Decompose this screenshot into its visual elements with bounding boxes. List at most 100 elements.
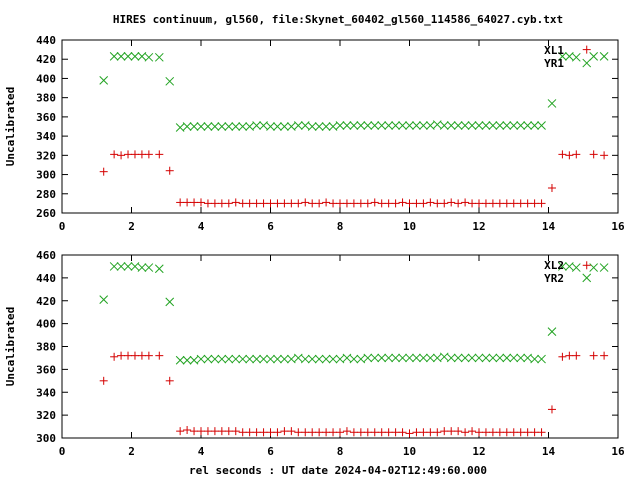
data-point bbox=[293, 121, 303, 130]
data-point bbox=[307, 354, 317, 364]
legend-entry-YR1: YR1 bbox=[544, 57, 564, 70]
legend-label: YR1 bbox=[544, 57, 564, 70]
data-point bbox=[165, 376, 174, 385]
data-point bbox=[530, 121, 539, 130]
y-tick-label: 340 bbox=[36, 130, 56, 143]
legend-entry-YR2: YR2 bbox=[544, 272, 564, 285]
y-tick-label: 440 bbox=[36, 272, 56, 285]
data-point bbox=[356, 121, 366, 130]
data-point bbox=[301, 428, 310, 437]
y-tick-label: 300 bbox=[36, 432, 56, 445]
data-point bbox=[475, 428, 483, 437]
data-point bbox=[287, 199, 296, 208]
data-point bbox=[537, 428, 546, 437]
data-point bbox=[322, 428, 331, 437]
chart-panel-1: Uncalibrated2602803003203403603804004204… bbox=[4, 34, 625, 233]
data-point bbox=[488, 353, 498, 363]
data-point bbox=[495, 428, 504, 437]
data-point bbox=[523, 121, 533, 130]
data-point bbox=[582, 58, 592, 68]
data-point bbox=[335, 354, 345, 364]
data-point bbox=[203, 122, 213, 131]
data-point bbox=[155, 150, 164, 159]
data-point bbox=[419, 428, 428, 437]
data-point bbox=[294, 428, 303, 437]
data-point bbox=[144, 52, 154, 62]
data-point bbox=[217, 354, 227, 364]
data-point bbox=[454, 199, 463, 208]
data-point bbox=[189, 355, 199, 365]
data-point bbox=[231, 198, 240, 207]
data-point bbox=[412, 199, 421, 208]
data-point bbox=[259, 354, 268, 364]
data-point bbox=[210, 122, 220, 131]
data-point bbox=[273, 122, 282, 131]
data-point bbox=[516, 199, 525, 208]
legend-label: YR2 bbox=[544, 272, 564, 285]
data-point bbox=[572, 150, 581, 159]
data-point bbox=[238, 354, 248, 364]
data-point bbox=[266, 428, 275, 437]
data-point bbox=[446, 121, 456, 130]
data-point bbox=[377, 121, 387, 130]
data-point bbox=[530, 428, 539, 437]
data-point bbox=[405, 429, 414, 438]
data-point bbox=[203, 199, 212, 208]
data-point bbox=[165, 76, 175, 86]
data-point bbox=[589, 263, 599, 272]
data-point bbox=[502, 199, 511, 208]
data-point bbox=[432, 353, 442, 363]
data-point bbox=[124, 150, 133, 159]
data-point bbox=[384, 428, 393, 437]
data-point bbox=[363, 121, 373, 130]
data-point bbox=[530, 199, 539, 208]
chart-panels: Uncalibrated2602803003203403603804004204… bbox=[4, 34, 625, 458]
data-point bbox=[565, 151, 574, 160]
data-point bbox=[481, 353, 491, 363]
x-tick-label: 6 bbox=[267, 445, 274, 458]
data-point bbox=[176, 427, 185, 436]
data-point bbox=[137, 263, 147, 272]
data-point bbox=[502, 121, 512, 130]
data-point bbox=[474, 353, 484, 363]
data-point bbox=[137, 150, 146, 159]
data-point bbox=[259, 428, 268, 437]
data-point bbox=[144, 351, 153, 360]
data-point bbox=[314, 122, 324, 131]
y-tick-label: 280 bbox=[36, 188, 56, 201]
x-tick-label: 16 bbox=[611, 445, 625, 458]
data-point bbox=[558, 150, 567, 159]
data-point bbox=[475, 199, 483, 208]
data-point bbox=[155, 351, 164, 360]
y-tick-label: 260 bbox=[36, 207, 56, 220]
data-point bbox=[405, 121, 414, 130]
data-point bbox=[308, 428, 317, 437]
data-point bbox=[329, 199, 338, 208]
data-point bbox=[224, 122, 234, 131]
data-point bbox=[176, 198, 185, 207]
data-point bbox=[571, 263, 581, 272]
data-point bbox=[301, 198, 310, 207]
data-point bbox=[252, 354, 261, 364]
data-point bbox=[210, 199, 219, 208]
data-point bbox=[165, 166, 174, 175]
data-point bbox=[110, 352, 119, 361]
x-tick-label: 12 bbox=[472, 445, 485, 458]
data-point bbox=[589, 51, 599, 61]
x-tick-label: 4 bbox=[198, 445, 205, 458]
data-point bbox=[210, 354, 220, 364]
data-point bbox=[547, 327, 557, 336]
legend-label: XL1 bbox=[544, 44, 564, 57]
data-point bbox=[154, 264, 164, 274]
data-point bbox=[523, 428, 532, 437]
data-point bbox=[266, 122, 275, 131]
data-point bbox=[203, 427, 212, 436]
data-point bbox=[582, 273, 592, 283]
data-point bbox=[516, 428, 525, 437]
data-point bbox=[123, 262, 133, 271]
data-point bbox=[252, 121, 261, 130]
data-point bbox=[509, 199, 518, 208]
data-point bbox=[419, 121, 428, 130]
y-tick-label: 360 bbox=[36, 111, 56, 124]
y-tick-label: 380 bbox=[36, 341, 56, 354]
